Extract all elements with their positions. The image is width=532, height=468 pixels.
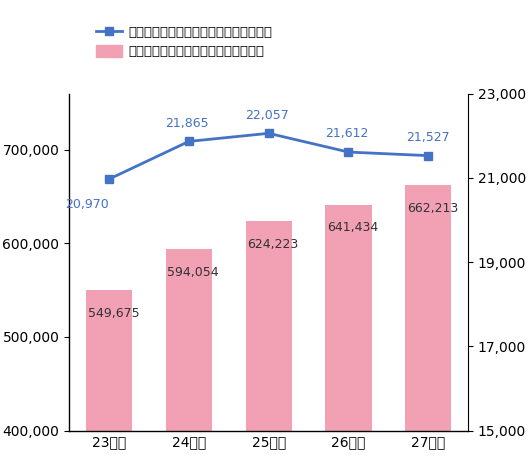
Text: 21,527: 21,527: [406, 131, 450, 144]
Bar: [246, 221, 292, 468]
Text: 549,675: 549,675: [87, 307, 139, 320]
Bar: [405, 185, 451, 468]
Text: 662,213: 662,213: [407, 202, 458, 215]
Legend: 第１号被保険者１人当たり給付費（円）, 保険給付費＋地域支援事業費（万円）: 第１号被保険者１人当たり給付費（円）, 保険給付費＋地域支援事業費（万円）: [96, 26, 273, 58]
Text: 20,970: 20,970: [65, 198, 109, 211]
Text: 21,612: 21,612: [325, 127, 369, 140]
Text: 641,434: 641,434: [327, 221, 378, 234]
Text: 624,223: 624,223: [247, 238, 298, 250]
Text: 22,057: 22,057: [245, 109, 289, 122]
Bar: [166, 249, 212, 468]
Bar: [326, 205, 371, 468]
Text: 21,865: 21,865: [165, 117, 209, 130]
Bar: [86, 291, 132, 468]
Text: 594,054: 594,054: [167, 266, 219, 279]
